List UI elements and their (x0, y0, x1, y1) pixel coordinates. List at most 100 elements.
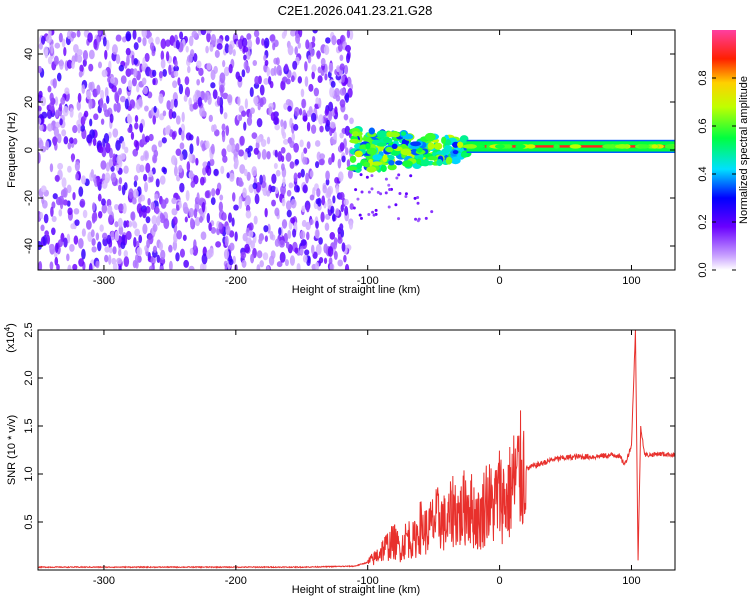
heatmap-cell (108, 158, 113, 168)
heatmap-cell (306, 204, 310, 213)
heatmap-cell (433, 142, 443, 150)
heatmap-cell (88, 49, 95, 60)
heatmap-cell (46, 109, 53, 120)
heatmap-cell (259, 260, 264, 268)
heatmap-cell (91, 202, 96, 212)
heatmap-cell (188, 134, 194, 141)
heatmap-cell (72, 191, 76, 201)
heatmap-cell (173, 98, 178, 108)
heatmap-cell (225, 225, 231, 236)
heatmap-cell (398, 192, 402, 196)
heatmap-cell (285, 78, 291, 85)
heatmap-cell (76, 30, 81, 38)
heatmap-cell (245, 65, 251, 74)
heatmap-cell (290, 198, 297, 209)
heatmap-cell (173, 65, 180, 72)
heatmap-cell (40, 35, 46, 45)
heatmap-cell (294, 46, 298, 56)
heatmap-cell (263, 78, 269, 85)
heatmap-cell (155, 36, 160, 45)
heatmap-cell (274, 238, 280, 247)
heatmap-cell (75, 173, 79, 181)
heatmap-cell (441, 136, 447, 145)
heatmap-cell (97, 61, 102, 69)
heatmap-cell (59, 59, 64, 70)
heatmap-cell (115, 54, 121, 65)
heatmap-cell (416, 196, 420, 200)
heatmap-cell (343, 198, 349, 206)
heatmap-cell (264, 207, 268, 218)
heatmap-cell (256, 250, 263, 259)
heatmap-cell (152, 115, 157, 125)
heatmap-cell (397, 173, 401, 177)
heatmap-cell (277, 151, 283, 162)
heatmap-cell (53, 55, 59, 66)
heatmap-cell (445, 156, 453, 165)
heatmap-cell (339, 99, 346, 108)
snr-panel: -300 -200 -100 0 100 0.5 1.0 1.5 2.0 2.5 Height … (3, 322, 676, 596)
heatmap-cell (142, 36, 147, 47)
heatmap-cell (225, 125, 230, 136)
heatmap-cell (358, 213, 362, 217)
heatmap-cell (301, 205, 306, 213)
spectrogram-y-tick-label: 0 (23, 147, 35, 153)
heatmap-cell (376, 142, 387, 147)
colorbar-tick-label: 0.8 (697, 70, 709, 85)
heatmap-cell (121, 36, 127, 43)
heatmap-cell (323, 243, 328, 254)
heatmap-cell (302, 184, 308, 194)
heatmap-cell (326, 187, 332, 198)
heatmap-cell (339, 223, 344, 231)
heatmap-cell (244, 243, 250, 253)
colorbar: 0.0 0.2 0.4 0.6 0.8 Normalized spectral ampl… (697, 30, 750, 278)
heatmap-region-2 (462, 139, 675, 153)
heatmap-cell (207, 95, 212, 106)
heatmap-cell (330, 121, 336, 129)
heatmap-cell (289, 161, 295, 169)
heatmap-cell (170, 99, 175, 110)
heatmap-cell (141, 133, 146, 144)
heatmap-cell (133, 57, 139, 66)
heatmap-cell (216, 96, 221, 106)
heatmap-cell (228, 63, 233, 74)
heatmap-cell (275, 187, 279, 195)
heatmap-cell (324, 63, 328, 75)
heatmap-cell (40, 224, 45, 232)
heatmap-cell (196, 192, 200, 204)
heatmap-cell (335, 94, 341, 102)
heatmap-cell (216, 226, 221, 236)
heatmap-cell (158, 241, 163, 251)
heatmap-cell (270, 185, 276, 193)
heatmap-cell (300, 239, 307, 246)
heatmap-cell (67, 264, 72, 270)
heatmap-cell (171, 208, 176, 216)
heatmap-cell (380, 164, 387, 173)
heatmap-cell (302, 115, 308, 122)
heatmap-cell (71, 60, 75, 70)
heatmap-cell (62, 187, 68, 198)
heatmap-cell (327, 246, 334, 258)
heatmap-cell (242, 187, 247, 199)
heatmap-cell (279, 251, 286, 263)
heatmap-cell (324, 222, 330, 231)
heatmap-cell (238, 149, 245, 157)
heatmap-cell (289, 255, 295, 266)
heatmap-cell (54, 96, 59, 106)
heatmap-cell (103, 133, 110, 144)
heatmap-cell (200, 231, 207, 241)
heatmap-cell (318, 237, 323, 245)
heatmap-cell (63, 136, 69, 145)
heatmap-cell (282, 177, 286, 187)
heatmap-cell (54, 174, 60, 182)
heatmap-cell (144, 52, 150, 62)
heatmap-cell (280, 147, 286, 154)
heatmap-cell (54, 242, 59, 254)
heatmap-cell (226, 94, 233, 104)
heatmap-cell (424, 132, 436, 141)
heatmap-cell (210, 82, 216, 89)
heatmap-cell (293, 172, 298, 183)
heatmap-cell (82, 209, 88, 219)
heatmap-cell (45, 140, 50, 151)
heatmap-cell (253, 147, 259, 155)
heatmap-cell (253, 215, 258, 225)
